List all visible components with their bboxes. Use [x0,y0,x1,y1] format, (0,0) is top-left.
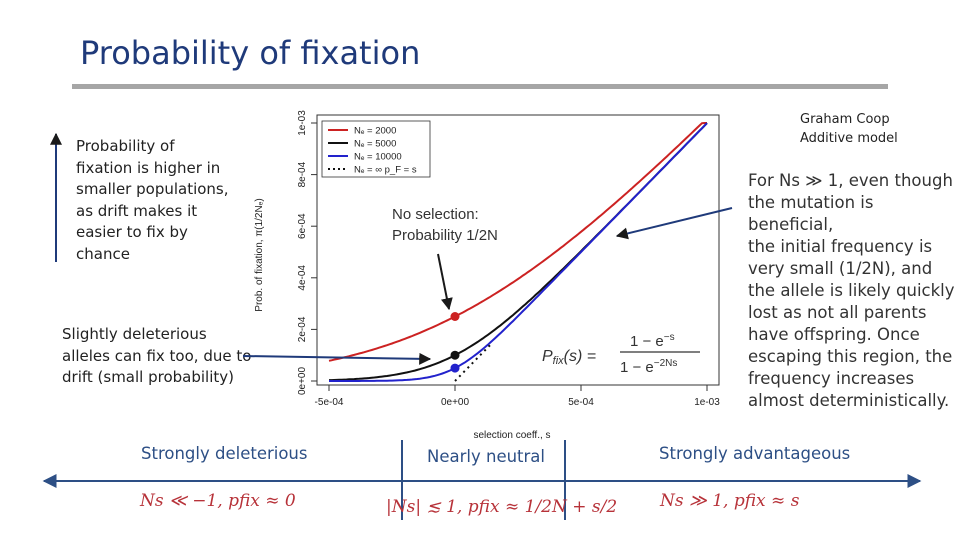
note-line: alleles can fix too, due to [62,346,252,365]
advantageous-formula: Ns ≫ 1, pfix ≈ s [660,491,800,511]
note-line: Slightly deleterious [62,325,207,343]
note-line: easier to fix by [76,223,188,241]
legend: Nₑ = 2000 Nₑ = 5000 Nₑ = 10000 Nₑ = ∞ p_F =… [321,120,431,178]
note-line: chance [76,244,130,263]
left-note-arrow [242,352,432,365]
note-line: lost as not all parents [748,303,927,322]
x-tick-label: 1e-03 [694,397,720,408]
no-selection-arrow [437,253,453,311]
note-line: For Ns ≫ 1, even though [748,171,953,190]
x-tick-label: 0e+00 [441,397,470,408]
series-line-0 [328,122,707,362]
y-tick-label: 4e-04 [297,265,308,291]
legend-label: Nₑ = 5000 [354,139,396,150]
y-tick-label: 8e-04 [297,161,308,187]
series-lines [328,122,708,382]
pfix-numerator: 1 − e−s [630,332,675,350]
note-line: the initial frequency is [748,237,933,256]
note-top-left: Probability of fixation is higher in sma… [76,136,246,265]
plot-frame [316,114,720,386]
note-line: have offspring. Once [748,325,920,344]
title-underline [72,84,888,89]
x-tick-label: -5e-04 [315,397,344,408]
legend-label: Nₑ = ∞ p_F = s [354,165,417,176]
credit-author: Graham Coop [800,112,890,127]
series-line-2 [329,122,708,382]
y-axis-label: Prob. of fixation, π(1/2Nₑ) [254,198,265,311]
note-line: very small (1/2N), and [748,259,933,278]
note-line: frequency increases [748,369,915,388]
note-line: fixation is higher in [76,158,221,177]
legend-label: Nₑ = 10000 [354,152,402,163]
note-right: For Ns ≫ 1, even though the mutation is … [748,170,958,412]
deleterious-formula: Ns ≪ −1, pfix ≈ 0 [140,491,296,511]
right-note-arrow [615,207,733,240]
note-bottom-left: Slightly deleterious alleles can fix too… [62,324,262,389]
pfix-formula: Pfix(s) = 1 − e−s 1 − e−2Ns [542,332,700,376]
no-selection-sublabel: Probability 1/2N [392,227,498,244]
note-line: as drift makes it [76,201,198,220]
note-line: escaping this region, the [748,347,953,366]
legend-label: Nₑ = 2000 [354,126,396,137]
note-line: the mutation is beneficial, [748,193,874,234]
x-axis: -5e-04 0e+00 5e-04 1e-03 [315,385,720,408]
y-tick-label: 2e-04 [297,316,308,342]
pfix-formula-lhs: Pfix(s) = [542,348,596,367]
highlight-point [450,350,460,360]
note-line: drift (small probability) [62,368,234,386]
highlight-points [450,312,460,373]
y-tick-label: 0e+00 [297,367,308,396]
y-tick-label: 6e-04 [297,213,308,239]
highlight-point [450,363,460,373]
series-line-3 [454,344,492,382]
neutral-label: Nearly neutral [427,447,545,466]
credit-model: Additive model [800,131,898,146]
advantageous-label: Strongly advantageous [659,444,851,463]
x-axis-label: selection coeff., s [473,430,550,441]
no-selection-label: No selection: [392,206,479,223]
x-tick-label: 5e-04 [568,397,594,408]
deleterious-label: Strongly deleterious [141,444,308,463]
note-line: Probability of [76,137,175,155]
pfix-denominator: 1 − e−2Ns [620,358,677,376]
y-axis: 0e+00 2e-04 4e-04 6e-04 8e-04 1e-03 [297,110,317,395]
note-line: almost deterministically. [748,391,950,410]
note-line: the allele is likely quickly [748,281,955,300]
neutral-formula: |Ns| ≲ 1, pfix ≈ 1/2N + s/2 [386,497,618,517]
slide-title: Probability of fixation [80,34,421,72]
highlight-point [450,312,460,321]
note-line: smaller populations, [76,180,229,198]
credit: Graham Coop Additive model [800,110,898,148]
y-tick-label: 1e-03 [297,110,308,136]
